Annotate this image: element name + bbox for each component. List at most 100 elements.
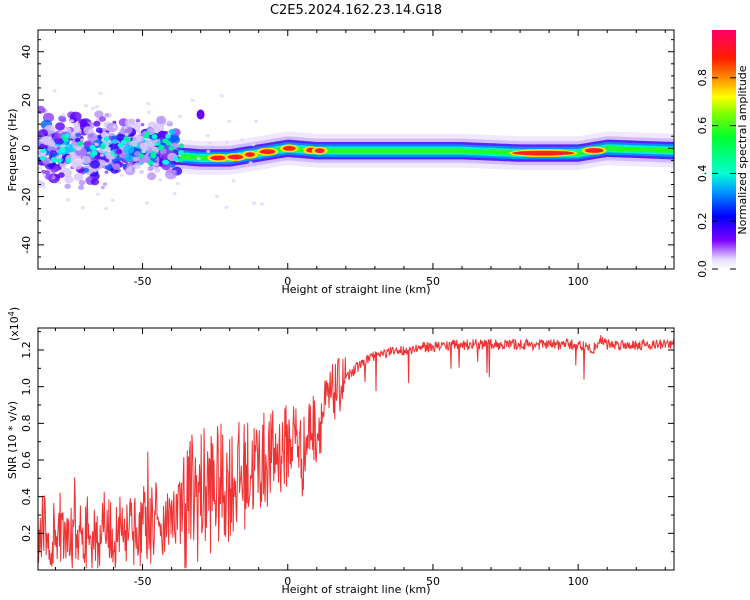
spectrogram-outlier bbox=[131, 124, 136, 128]
spectrogram-outlier bbox=[248, 161, 253, 165]
spectrogram-outlier bbox=[104, 207, 109, 211]
spectrogram-blob bbox=[104, 113, 109, 117]
spectrogram-outlier bbox=[110, 198, 115, 202]
spectrogram-hotspot bbox=[177, 157, 184, 163]
spectrogram-blob bbox=[73, 172, 84, 182]
spectrogram-hotspot bbox=[62, 137, 69, 142]
colorbar-tick-label: 0.4 bbox=[696, 165, 709, 183]
spectrogram-blob bbox=[38, 105, 46, 114]
spectrogram-outlier bbox=[252, 201, 256, 205]
spectrogram-blob bbox=[157, 130, 168, 140]
spectrogram-outlier bbox=[94, 105, 99, 109]
spectrogram-blob bbox=[141, 142, 152, 151]
spectrogram-outlier bbox=[205, 134, 210, 138]
colorbar-tick-label: 0.0 bbox=[696, 260, 709, 278]
spectrogram-outlier bbox=[154, 139, 159, 143]
colorbar-tick-label: 0.8 bbox=[696, 69, 709, 87]
spectrogram-blob bbox=[139, 169, 145, 174]
spectrogram-blob bbox=[141, 155, 151, 163]
spectrogram-hotspot bbox=[168, 146, 174, 151]
snr-series-line bbox=[38, 335, 674, 569]
spectrogram-blob bbox=[100, 185, 105, 190]
spectrogram-blob bbox=[154, 141, 160, 146]
y-tick-label: -20 bbox=[20, 188, 33, 206]
spectrogram-hotspot bbox=[39, 156, 46, 161]
spectrogram-blob bbox=[124, 118, 135, 128]
spectrogram-peak bbox=[584, 148, 604, 153]
colorbar-axis: 0.0 0.2 0.4 0.6 0.8 bbox=[696, 69, 736, 278]
spectrogram-outlier bbox=[57, 180, 62, 184]
x-tick-label: 100 bbox=[568, 575, 589, 588]
spectrogram-peak bbox=[282, 146, 296, 151]
spectrogram-hotspot bbox=[173, 156, 179, 162]
x-tick-label: 100 bbox=[568, 275, 589, 288]
spectrogram-outlier bbox=[178, 114, 183, 118]
spectrogram-hotspot bbox=[162, 159, 168, 165]
spectrogram-blob bbox=[81, 155, 91, 165]
spectrogram-outlier bbox=[208, 141, 213, 145]
spectrogram-blob bbox=[133, 162, 142, 169]
spectrogram-peak bbox=[227, 154, 244, 160]
spectrogram-outlier bbox=[175, 181, 180, 186]
spectrogram-blob bbox=[112, 163, 121, 171]
spectrogram-panel: -50 0 50 100 -40 -20 0 20 40 Height of straight… bbox=[6, 29, 675, 296]
spectrogram-hotspot bbox=[144, 131, 151, 137]
spectrogram-outlier bbox=[84, 104, 88, 108]
spectrogram-blob bbox=[169, 135, 180, 145]
x-tick-label: -50 bbox=[134, 575, 152, 588]
spectrogram-blob bbox=[64, 183, 71, 189]
spectrogram-outlier bbox=[172, 191, 177, 196]
y-tick-label: 0 bbox=[20, 145, 33, 152]
colorbar: 0.0 0.2 0.4 0.6 0.8 Normalized spectral ampl… bbox=[696, 30, 749, 278]
spectrogram-outlier bbox=[224, 205, 229, 209]
spectrogram-blob bbox=[124, 154, 134, 162]
spectrogram-hotspot bbox=[103, 136, 110, 142]
spectrogram-blob bbox=[135, 128, 141, 134]
spectrogram-blob bbox=[147, 166, 154, 172]
spectrogram-outlier bbox=[225, 140, 230, 144]
y-tick-label: -40 bbox=[20, 236, 33, 254]
spectrogram-outlier bbox=[41, 185, 46, 189]
spectrogram-outlier bbox=[39, 139, 44, 143]
spectrogram-outlier bbox=[107, 139, 112, 143]
spectrogram-blob bbox=[93, 120, 101, 127]
spectrogram-blob bbox=[116, 149, 123, 155]
spectrogram-blob bbox=[154, 167, 161, 173]
spectrogram-blob bbox=[44, 170, 51, 175]
spectrogram-outlier bbox=[90, 106, 95, 110]
spectrogram-outlier bbox=[96, 192, 100, 196]
spectrogram-blob bbox=[111, 135, 117, 140]
spectrogram-hotspot bbox=[148, 160, 154, 166]
spectrogram-outlier bbox=[231, 179, 236, 183]
spectrogram-hotspot bbox=[56, 158, 62, 164]
spectrogram-blob bbox=[87, 132, 98, 142]
spectrogram-blob bbox=[167, 120, 171, 124]
spectrogram-blob bbox=[168, 128, 176, 136]
spectrogram-blob bbox=[41, 182, 46, 186]
spectrogram-hotspot bbox=[165, 140, 172, 146]
spectrogram-blob bbox=[111, 139, 118, 144]
spectrogram-outlier bbox=[80, 138, 85, 142]
spectrogram-outlier bbox=[38, 166, 43, 170]
spectrogram-blob bbox=[83, 167, 90, 173]
spectrogram-outlier bbox=[76, 147, 81, 151]
spectrogram-blob bbox=[90, 160, 101, 169]
spectrogram-blob bbox=[78, 185, 85, 190]
spectrogram-peak bbox=[259, 149, 276, 155]
spectrogram-outlier bbox=[206, 149, 211, 153]
spectrogram-blob bbox=[104, 170, 109, 174]
spectrogram-hotspot bbox=[138, 153, 145, 159]
spectrogram-blob bbox=[78, 179, 86, 186]
y-tick-label: 0.2 bbox=[20, 525, 33, 543]
spectrogram-peak bbox=[512, 150, 575, 156]
spectrogram-x-axis: -50 0 50 100 bbox=[54, 30, 666, 288]
y-tick-label: 0.8 bbox=[20, 415, 33, 433]
spectrogram-outlier bbox=[48, 136, 52, 140]
spectrogram-outlier bbox=[251, 143, 256, 147]
spectrogram-hotspot bbox=[158, 145, 165, 150]
spectrogram-hotspot bbox=[150, 150, 157, 156]
spectrogram-outlier bbox=[94, 142, 99, 146]
spectrogram-outlier bbox=[80, 159, 85, 163]
spectrogram-outlier bbox=[104, 162, 109, 166]
y-tick-label: 0.4 bbox=[20, 488, 33, 506]
